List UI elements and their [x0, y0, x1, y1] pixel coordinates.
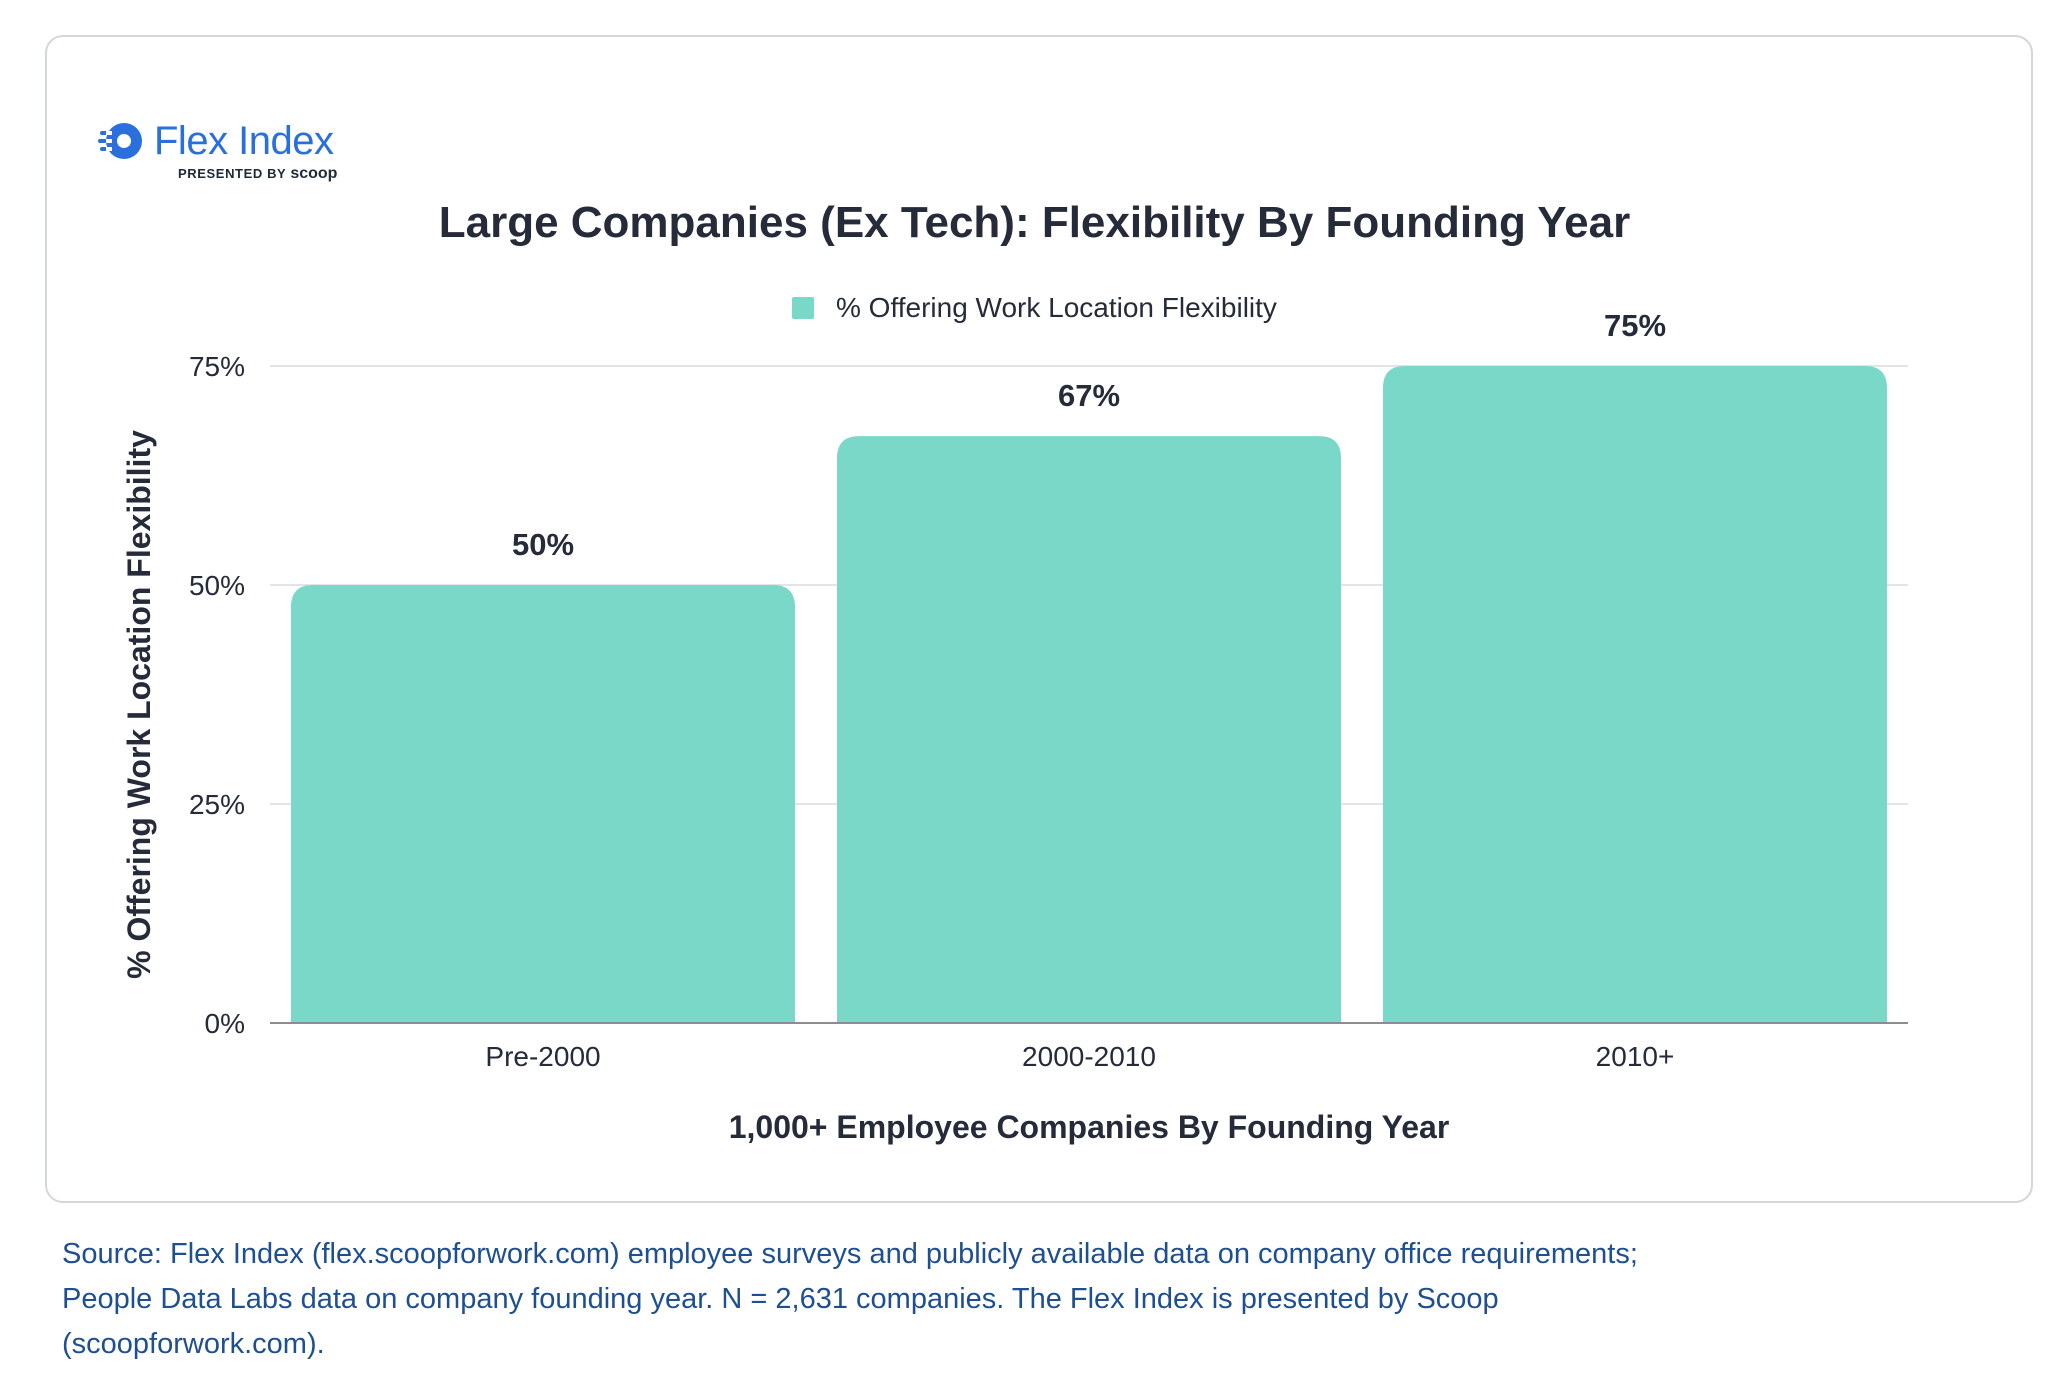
bar: [1383, 366, 1887, 1023]
source-line: (scoopforwork.com).: [62, 1328, 325, 1360]
bar: [837, 436, 1341, 1024]
logo-brand: scoop: [290, 165, 338, 182]
x-axis-title: 1,000+ Employee Companies By Founding Ye…: [729, 1109, 1450, 1145]
bar: [291, 585, 795, 1023]
chart-title: Large Companies (Ex Tech): Flexibility B…: [438, 198, 1631, 247]
y-tick-label: 50%: [189, 570, 245, 601]
legend-swatch: [792, 297, 814, 319]
legend-label: % Offering Work Location Flexibility: [836, 292, 1277, 323]
source-line: Source: Flex Index (flex.scoopforwork.co…: [62, 1238, 1638, 1270]
logo-presented-by: PRESENTED BY scoop: [178, 165, 337, 183]
bar-data-label: 75%: [1604, 308, 1666, 343]
y-axis-title: % Offering Work Location Flexibility: [121, 430, 157, 979]
x-tick-label: 2010+: [1596, 1041, 1675, 1072]
y-tick-label: 25%: [189, 789, 245, 820]
y-tick-label: 0%: [205, 1008, 245, 1039]
source-line: People Data Labs data on company foundin…: [62, 1283, 1499, 1315]
logo-name: Flex Index: [154, 119, 334, 163]
x-tick-label: 2000-2010: [1022, 1041, 1156, 1072]
chart-legend: % Offering Work Location Flexibility: [792, 290, 1277, 326]
y-tick-label: 75%: [189, 351, 245, 382]
logo-presented-by-label: PRESENTED BY: [178, 166, 287, 181]
source-note: Source: Flex Index (flex.scoopforwork.co…: [62, 1232, 2022, 1367]
bar-data-label: 67%: [1058, 378, 1120, 413]
flex-index-logo-icon: [98, 123, 142, 159]
bar-data-label: 50%: [512, 527, 574, 562]
flex-index-logo: Flex Index PRESENTED BY scoop: [98, 118, 368, 184]
x-tick-label: Pre-2000: [485, 1041, 600, 1072]
